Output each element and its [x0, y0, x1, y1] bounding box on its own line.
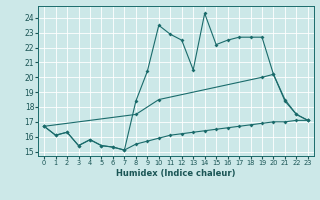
X-axis label: Humidex (Indice chaleur): Humidex (Indice chaleur) — [116, 169, 236, 178]
